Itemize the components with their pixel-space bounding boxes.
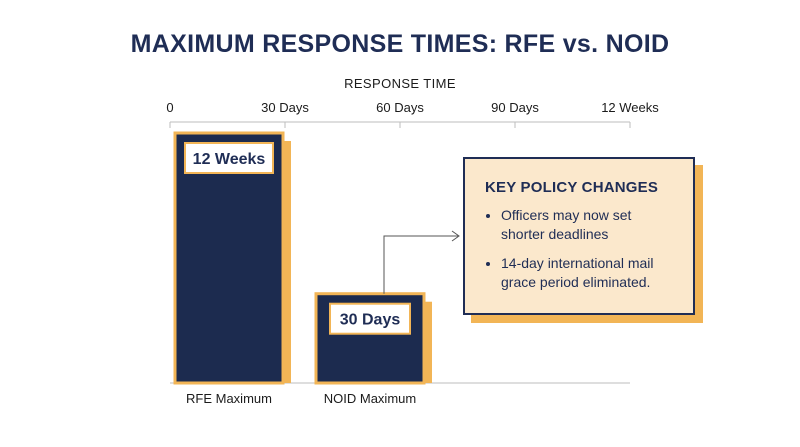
axis-title: RESPONSE TIME xyxy=(344,76,456,91)
connector-arrowhead xyxy=(451,230,460,242)
policy-heading: KEY POLICY CHANGES xyxy=(485,179,659,196)
policy-list: Officers may now set shorter deadlines 1… xyxy=(485,206,677,292)
chart-title: MAXIMUM RESPONSE TIMES: RFE vs. NOID xyxy=(130,30,670,58)
data-label: 30 Days xyxy=(340,312,401,329)
tick-label: 0 xyxy=(166,100,173,115)
policy-item: Officers may now set shorter deadlines xyxy=(501,206,677,244)
tick-label: 30 Days xyxy=(261,100,309,115)
category-label: RFE Maximum xyxy=(186,391,272,406)
policy-box: KEY POLICY CHANGES Officers may now set … xyxy=(463,157,695,315)
connector-line xyxy=(383,235,458,294)
data-label: 12 Weeks xyxy=(193,151,266,168)
tick-label: 90 Days xyxy=(491,100,539,115)
tick-label: 12 Weeks xyxy=(601,100,659,115)
category-label: NOID Maximum xyxy=(324,391,416,406)
value-badge xyxy=(329,302,411,335)
tick-label: 60 Days xyxy=(376,100,424,115)
policy-item: 14-day international mail grace period e… xyxy=(501,254,677,292)
value-badge xyxy=(184,142,274,174)
bar xyxy=(173,131,285,385)
